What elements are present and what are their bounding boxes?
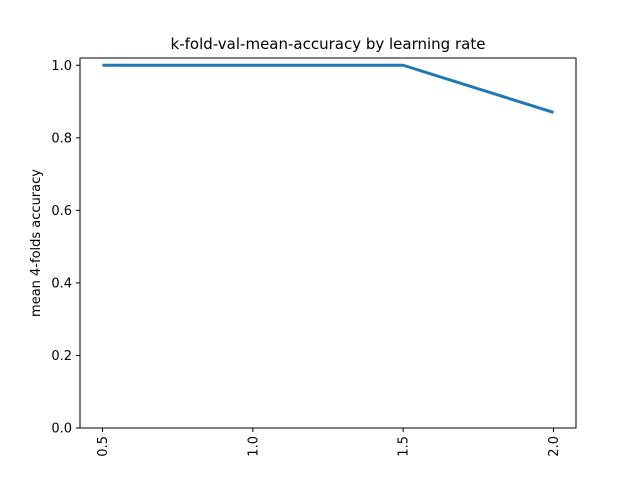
series-line [102,63,554,114]
y-tick-label: 0.8 [51,131,72,146]
x-tick-label: 0.5 [96,436,111,457]
chart-title: k-fold-val-mean-accuracy by learning rat… [171,35,486,53]
plot-area: 0.0 0.2 0.4 0.6 0.8 1.0 0.5 1.0 1.5 2.0 [51,59,562,457]
x-tick-label: 1.0 [246,436,261,457]
y-tick-label: 0.0 [51,422,72,437]
y-tick-label: 1.0 [51,59,72,74]
y-tick-label: 0.2 [51,349,72,364]
axes-frame [79,57,577,429]
x-tick-label: 1.5 [397,436,412,457]
x-tick-label: 2.0 [547,436,562,457]
y-tick-label: 0.6 [51,204,72,219]
y-axis-label: mean 4-folds accuracy [29,169,44,317]
y-tick-label: 0.4 [51,276,72,291]
